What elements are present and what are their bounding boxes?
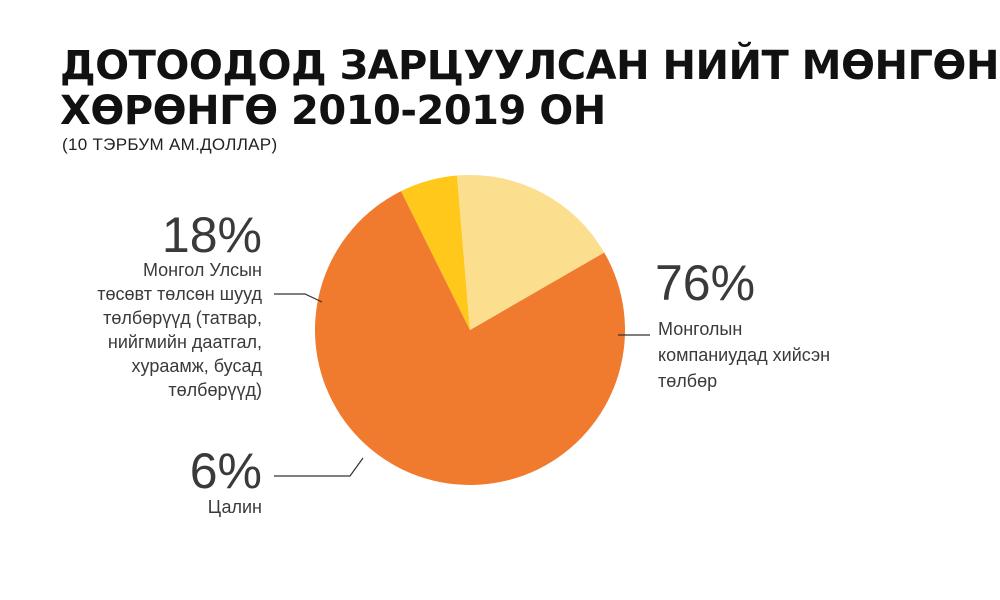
pie-slices [314,174,625,485]
slice-state-payments [457,174,605,330]
description-line: төлбөрүүд) [168,380,262,400]
description-line: төсөвт төлсөн шууд [97,284,262,304]
chart-subtitle: (10 ТЭРБУМ АМ.ДОЛЛАР) [62,135,278,154]
description-line: төлбөрүүд (татвар, [103,308,262,328]
chart-title: ДОТООДОД ЗАРЦУУЛСАН НИЙТ МӨНГӨН ХӨРӨНГӨ … [60,43,999,134]
percent-label: 18% [162,207,262,263]
description-line: нийгмийн даатгал, [108,332,262,352]
description-line: төлбөр [658,371,717,391]
slice-salary [401,175,470,330]
label-companies: 76% Монголын компаниудад хийсэн төлбөр [618,255,830,391]
chart-title-line-1: ДОТООДОД ЗАРЦУУЛСАН НИЙТ МӨНГӨН [60,43,999,89]
percent-label: 76% [655,255,755,311]
percent-label: 6% [190,443,262,499]
label-salary: 6%Цалин [190,443,364,517]
chart-title-line-2: ХӨРӨНГӨ 2010-2019 ОН [60,88,606,134]
description-line: хураамж, бусад [132,356,263,376]
description-line: Цалин [208,497,262,517]
description-line: Монгол Улсын [143,260,262,280]
slice-companies [314,191,625,485]
leader-line [274,457,364,477]
pie-labels: 76% Монголын компаниудад хийсэн төлбөр 6%Цал… [97,207,830,517]
description-line: компаниудад хийсэн [658,345,830,365]
description-line: Монголын [658,319,742,339]
leader-line [274,293,323,303]
label-state-payments: 18%Монгол Улсын төсөвт төлсөн шууд төлбөрү… [97,207,323,400]
